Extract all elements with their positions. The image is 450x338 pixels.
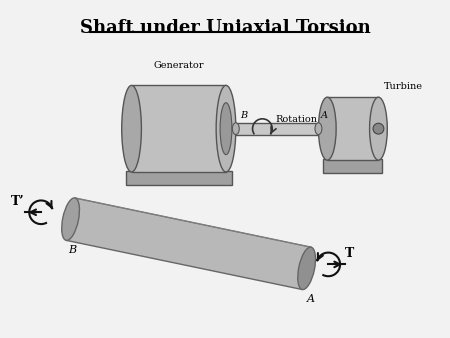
- Ellipse shape: [298, 247, 315, 290]
- FancyBboxPatch shape: [131, 86, 226, 172]
- Ellipse shape: [232, 123, 239, 135]
- Ellipse shape: [319, 97, 336, 160]
- FancyBboxPatch shape: [126, 171, 232, 185]
- Polygon shape: [66, 198, 311, 290]
- Ellipse shape: [369, 97, 387, 160]
- Ellipse shape: [216, 86, 236, 172]
- Ellipse shape: [373, 123, 384, 134]
- Text: A: A: [306, 294, 315, 304]
- Text: Rotation: Rotation: [275, 115, 317, 124]
- Text: B: B: [68, 245, 76, 255]
- Text: T: T: [345, 247, 355, 260]
- Text: Shaft under Uniaxial Torsion: Shaft under Uniaxial Torsion: [80, 19, 370, 37]
- Text: A: A: [320, 111, 328, 120]
- Text: Generator: Generator: [153, 61, 204, 70]
- Ellipse shape: [62, 198, 80, 240]
- Text: Turbine: Turbine: [384, 82, 423, 91]
- Polygon shape: [236, 123, 319, 135]
- Ellipse shape: [315, 123, 322, 135]
- Ellipse shape: [122, 86, 141, 172]
- Text: B: B: [240, 111, 247, 120]
- FancyBboxPatch shape: [324, 159, 382, 173]
- Text: T’: T’: [11, 195, 24, 208]
- FancyBboxPatch shape: [327, 97, 378, 160]
- Ellipse shape: [220, 103, 232, 155]
